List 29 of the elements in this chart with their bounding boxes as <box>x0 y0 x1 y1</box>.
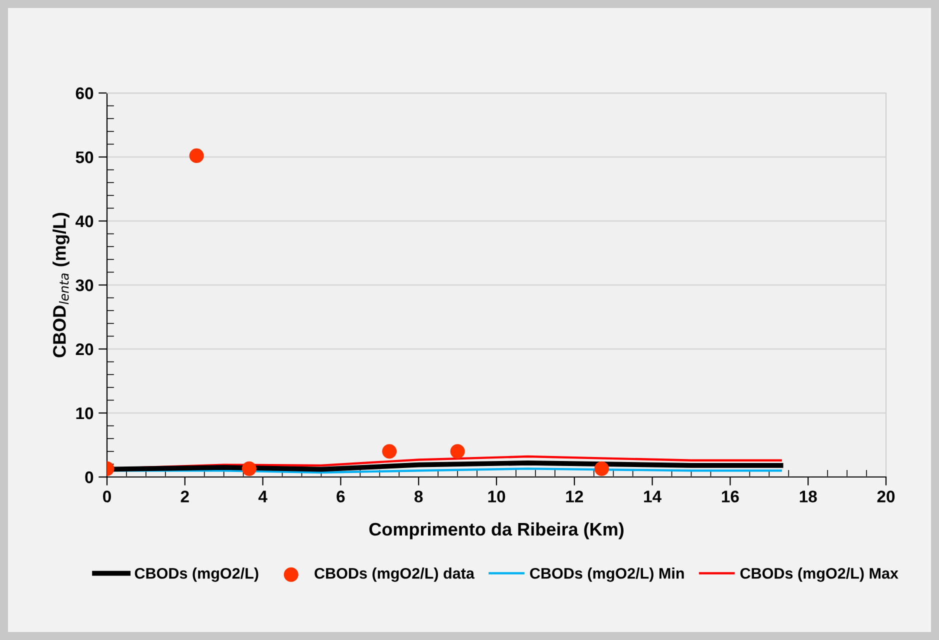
legend-label: CBODs (mgO2/L) data <box>314 568 475 582</box>
y-tick-label: 50 <box>76 151 94 164</box>
x-tick-label: 14 <box>644 490 662 502</box>
legend-label: CBODs (mgO2/L) <box>134 568 258 582</box>
point <box>594 461 609 476</box>
legend-label: CBODs (mgO2/L) Max <box>740 568 898 582</box>
x-tick-label: 16 <box>722 490 739 502</box>
x-tick-label: 0 <box>103 490 111 502</box>
y-tick-label: 30 <box>76 279 94 292</box>
y-tick-label: 20 <box>76 343 94 356</box>
x-tick-label: 8 <box>414 490 423 502</box>
y-tick-label: 40 <box>76 215 94 228</box>
point <box>382 444 397 459</box>
x-axis-title: Comprimento da Ribeira (Km) <box>369 522 624 540</box>
x-tick-label: 12 <box>566 490 584 502</box>
y-tick-label: 0 <box>85 471 94 484</box>
x-tick-label: 6 <box>336 490 345 502</box>
legend-label: CBODs (mgO2/L) Min <box>530 568 684 582</box>
x-tick-label: 10 <box>488 490 506 502</box>
y-tick-label: 10 <box>76 407 94 420</box>
x-tick-label: 18 <box>800 490 817 502</box>
x-tick-label: 2 <box>180 490 189 502</box>
point <box>189 148 204 164</box>
x-tick-label: 20 <box>877 490 895 502</box>
x-tick-label: 4 <box>258 490 268 502</box>
y-axis-title: CBOD$_{lenta}$ (mg/L) <box>52 212 70 358</box>
y-tick-label: 60 <box>76 87 94 100</box>
point <box>450 444 465 459</box>
point <box>242 461 256 476</box>
